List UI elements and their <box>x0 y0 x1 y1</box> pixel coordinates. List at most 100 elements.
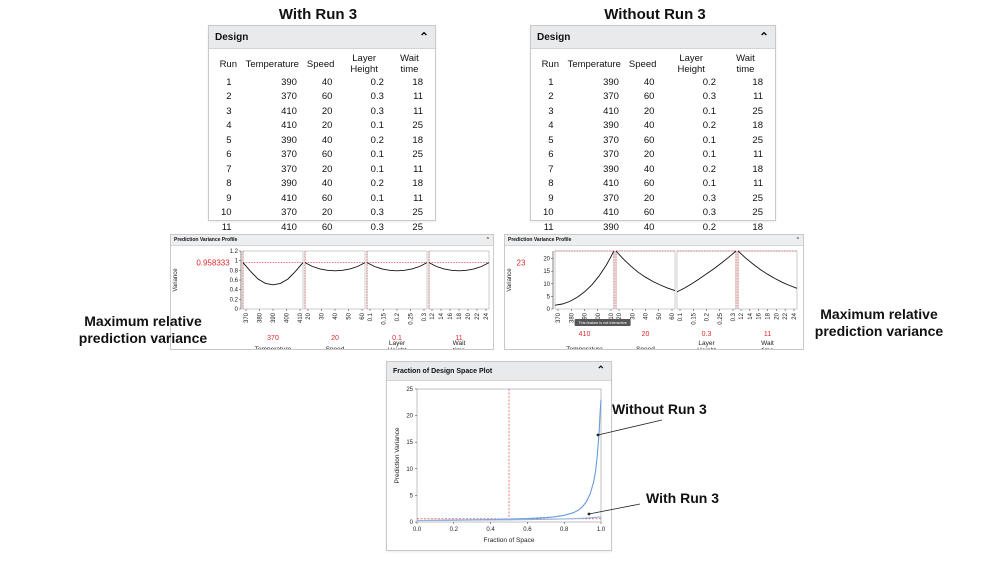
table-cell: 18 <box>752 76 763 88</box>
table-cell: 370 <box>281 91 297 103</box>
table-row: 10 370 20 0.3 25 <box>215 206 429 221</box>
table-cell: 0.1 <box>702 134 716 146</box>
table-cell: 390 <box>281 134 297 146</box>
x-tick-label: 0.8 <box>560 527 569 533</box>
table-row: 1 390 40 0.2 18 <box>537 75 769 90</box>
x-tick-label: 18 <box>457 312 463 319</box>
table-cell: 25 <box>412 120 423 132</box>
table-row: 3 410 20 0.3 11 <box>215 104 429 119</box>
table-cell: 8 <box>548 178 554 190</box>
arrow-dot-without-run3 <box>596 433 600 437</box>
variance-profile-chart-without-run3: 23Variance05101520370380390400410410Temp… <box>507 250 798 354</box>
x-tick-label: 1.0 <box>597 527 606 533</box>
table-cell: 370 <box>603 134 619 146</box>
table-cell: 5 <box>548 134 554 146</box>
y-tick-label: 1 <box>235 259 239 265</box>
table-cell: 40 <box>321 178 333 190</box>
variance-curve <box>304 262 366 272</box>
y-tick-label: 20 <box>543 257 550 263</box>
table-cell: 0.2 <box>370 134 384 146</box>
x-tick-label: 24 <box>484 312 490 319</box>
table-cell: 1 <box>226 76 232 88</box>
x-tick-label: 22 <box>783 312 789 319</box>
table-cell: 6 <box>548 149 554 161</box>
table-cell: 11 <box>413 163 423 175</box>
x-tick-label: 18 <box>766 312 772 319</box>
arrow-without-run3 <box>597 419 663 436</box>
table-cell: 0.1 <box>702 178 716 190</box>
arrow-with-run3 <box>588 503 641 515</box>
y-axis-label: Variance <box>507 268 513 292</box>
table-cell: 25 <box>752 134 763 146</box>
factor-current-value: 20 <box>331 335 339 342</box>
y-tick-label: 0.8 <box>230 268 239 274</box>
chevron-up-icon[interactable]: ⌃ <box>795 237 800 243</box>
factor-current-value: 0.1 <box>392 335 402 342</box>
variance-curve <box>737 250 798 289</box>
x-tick-label: 30 <box>320 312 326 319</box>
x-tick-label: 390 <box>271 312 277 323</box>
y-tick-label: 0 <box>547 307 551 313</box>
x-tick-label: 370 <box>556 312 562 323</box>
table-cell: 3 <box>548 105 554 117</box>
chevron-up-icon[interactable]: ⌃ <box>485 237 490 243</box>
table-cell: 0.2 <box>702 120 716 132</box>
table-cell: 0.1 <box>702 149 716 161</box>
table-cell: 390 <box>281 178 297 190</box>
x-tick-label: 12 <box>739 312 745 319</box>
table-cell: 390 <box>603 221 619 233</box>
factor-current-value: 370 <box>267 335 279 342</box>
column-header: Run <box>219 58 237 70</box>
table-row: 7 390 40 0.2 18 <box>537 162 769 177</box>
x-tick-label: 390 <box>583 312 589 323</box>
table-cell: 370 <box>603 192 619 204</box>
table-cell: 40 <box>643 221 655 233</box>
column-header: Temperature <box>567 58 621 70</box>
column-header: Wait time <box>736 53 755 75</box>
y-tick-label: 0 <box>410 520 414 526</box>
factor-label: Wait <box>761 340 774 347</box>
x-tick-label: 50 <box>347 312 353 319</box>
table-cell: 0.2 <box>370 76 384 88</box>
chevron-up-icon[interactable]: ⌃ <box>418 30 429 44</box>
factor-current-value: 410 <box>579 331 591 338</box>
table-cell: 40 <box>321 76 333 88</box>
table-cell: 390 <box>603 76 619 88</box>
tooltip: This feature is not interactive <box>574 319 631 326</box>
table-cell: 60 <box>321 221 333 233</box>
table-cell: 40 <box>643 163 655 175</box>
table-cell: 370 <box>281 163 297 175</box>
table-row: 1 390 40 0.2 18 <box>215 75 429 90</box>
table-row: 5 370 60 0.1 25 <box>537 133 769 148</box>
table-cell: 0.3 <box>370 221 384 233</box>
y-tick-label: 10 <box>543 282 550 288</box>
table-cell: 11 <box>413 192 423 204</box>
table-cell: 18 <box>752 221 763 233</box>
x-tick-label: 20 <box>466 312 472 319</box>
variance-curve <box>366 262 428 272</box>
factor-current-value: 0.3 <box>702 331 712 338</box>
table-cell: 60 <box>643 134 655 146</box>
chevron-up-icon[interactable]: ⌃ <box>596 365 605 376</box>
table-cell: 9 <box>548 192 554 204</box>
x-tick-label: 50 <box>657 312 663 319</box>
table-cell: 2 <box>226 91 232 103</box>
current-variance-value: 23 <box>517 259 526 268</box>
table-cell: 20 <box>643 149 655 161</box>
table-cell: 410 <box>603 178 619 190</box>
table-row: 7 370 20 0.1 11 <box>215 162 429 177</box>
x-tick-label: 410 <box>298 312 304 323</box>
table-cell: 0.1 <box>370 120 384 132</box>
column-header: Wait time <box>400 53 419 75</box>
table-cell: 0.2 <box>702 221 716 233</box>
x-tick-label: 380 <box>569 312 575 323</box>
x-tick-label: 14 <box>748 312 754 319</box>
table-cell: 6 <box>226 149 232 161</box>
x-tick-label: 20 <box>774 312 780 319</box>
table-cell: 60 <box>321 91 333 103</box>
table-cell: 18 <box>412 134 423 146</box>
factor-current-value: 20 <box>642 331 650 338</box>
chevron-up-icon[interactable]: ⌃ <box>758 30 769 44</box>
table-cell: 20 <box>643 105 655 117</box>
x-tick-label: 20 <box>306 312 312 319</box>
